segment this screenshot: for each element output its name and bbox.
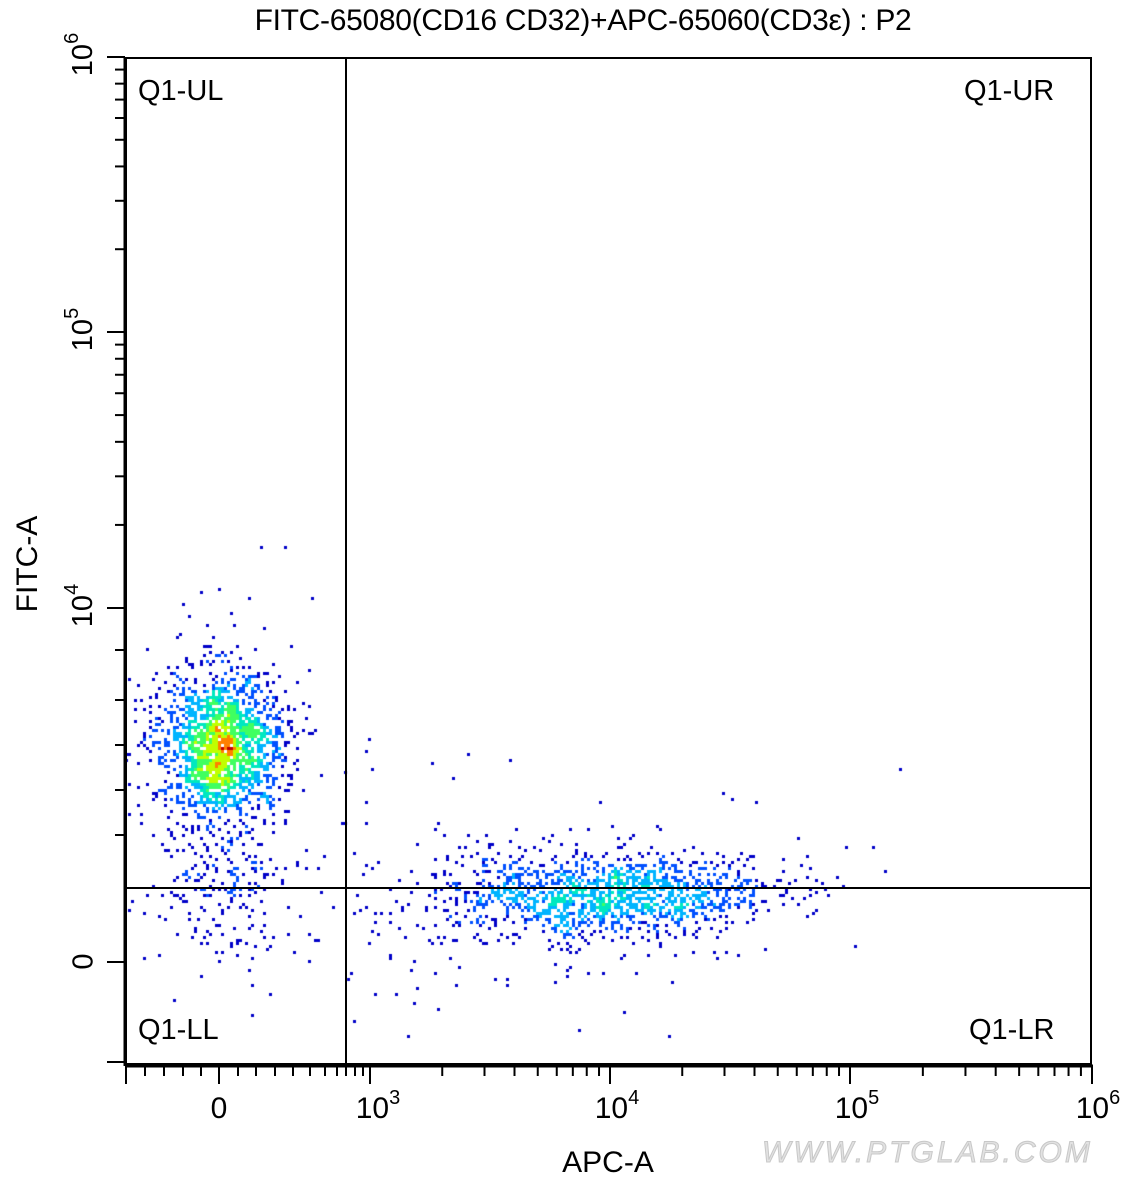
quadrant-label-lr: Q1-LR: [969, 1014, 1055, 1046]
y-tick-label-0: 0: [67, 953, 100, 970]
y-tick-label-1e5: 105: [61, 307, 100, 352]
quadrant-label-ur: Q1-UR: [964, 75, 1055, 107]
quadrant-gate-horizontal[interactable]: [125, 887, 1092, 889]
quadrant-label-ul: Q1-UL: [138, 75, 224, 107]
x-tick-label-1e5: 105: [834, 1087, 880, 1125]
x-tick-label-1e6: 106: [1075, 1087, 1121, 1125]
watermark: WWW.PTGLAB.COM: [762, 1136, 1093, 1170]
scatter-plot-canvas: [125, 57, 1092, 1065]
quadrant-gate-vertical[interactable]: [345, 57, 347, 1065]
quadrant-label-ll: Q1-LL: [138, 1014, 219, 1046]
x-tick-label-1e4: 104: [594, 1087, 640, 1125]
chart-title: FITC-65080(CD16 CD32)+APC-65060(CD3ε) : …: [254, 4, 912, 37]
y-tick-label-1e6: 106: [61, 32, 100, 77]
x-tick-label-0: 0: [210, 1092, 228, 1125]
y-tick-label-1e4: 104: [61, 583, 100, 628]
x-axis-label: APC-A: [562, 1146, 654, 1179]
x-tick-label-1e3: 103: [355, 1087, 401, 1125]
